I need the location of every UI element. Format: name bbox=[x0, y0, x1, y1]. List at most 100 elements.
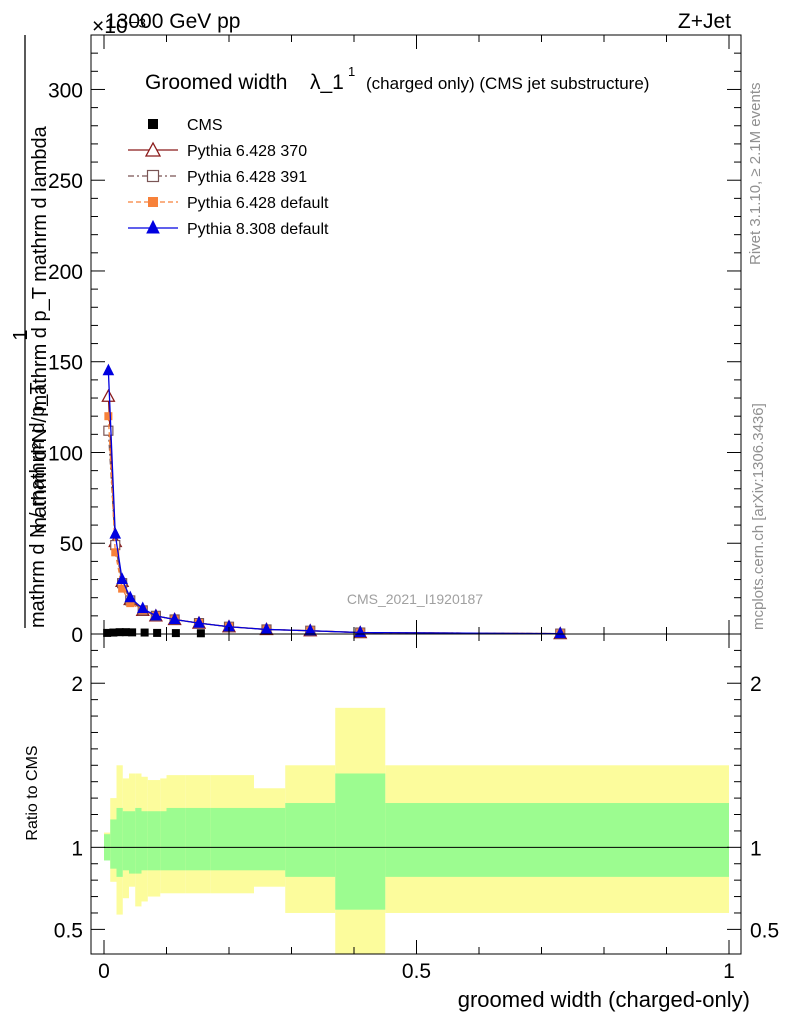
ratio-y-tick-label: 2 bbox=[71, 673, 83, 696]
legend-item: CMS bbox=[148, 117, 223, 134]
series-cms bbox=[103, 628, 205, 638]
data-point bbox=[109, 527, 122, 539]
y-tick-label: 250 bbox=[48, 170, 83, 193]
ratio-inner-band bbox=[147, 811, 161, 871]
legend-label: Pythia 6.428 default bbox=[187, 195, 329, 212]
plot-subtitle: (charged only) (CMS jet substructure) bbox=[366, 74, 649, 93]
cms-data-point bbox=[115, 628, 124, 637]
ratio-y-tick-label-right: 0.5 bbox=[750, 919, 779, 942]
ratio-y-axis-label: Ratio to CMS bbox=[24, 745, 41, 840]
cms-data-point bbox=[109, 628, 118, 637]
legend-item: Pythia 6.428 370 bbox=[128, 141, 307, 160]
legend-item: Pythia 6.428 default bbox=[128, 195, 329, 212]
series-filled-triangle bbox=[102, 363, 567, 639]
x-tick-label: 1 bbox=[723, 960, 735, 983]
y-tick-label: 0 bbox=[71, 624, 83, 647]
x-tick-label: 0.5 bbox=[402, 960, 431, 983]
ratio-inner-band bbox=[135, 807, 142, 874]
y-tick-label: 50 bbox=[60, 533, 83, 556]
y-tick-label: 150 bbox=[48, 352, 83, 375]
legend: CMS Pythia 6.428 370 Pythia 6.428 391 Pythi… bbox=[128, 117, 329, 238]
data-point bbox=[102, 363, 115, 376]
legend-marker bbox=[146, 219, 160, 234]
x-axis-label: groomed width (charged-only) bbox=[458, 987, 750, 1012]
ratio-y-tick-label: 1 bbox=[71, 837, 83, 860]
data-point bbox=[168, 612, 181, 624]
y-tick-label: 200 bbox=[48, 261, 83, 284]
data-point bbox=[304, 623, 317, 636]
ratio-inner-band bbox=[254, 807, 286, 871]
series-line bbox=[107, 370, 561, 635]
series-line bbox=[107, 430, 561, 635]
ratio-y-tick-label: 0.5 bbox=[54, 919, 83, 942]
y-tick-label: 100 bbox=[48, 442, 83, 465]
mcplots-label: mcplots.cern.ch [arXiv:1306.3436] bbox=[750, 403, 767, 630]
cms-data-point bbox=[196, 629, 205, 638]
y-tick-label: 300 bbox=[48, 79, 83, 102]
ratio-inner-band bbox=[122, 811, 129, 871]
legend-label: Pythia 8.308 default bbox=[187, 221, 329, 238]
data-point bbox=[101, 388, 116, 402]
main-series-group bbox=[101, 363, 568, 640]
data-point bbox=[124, 590, 137, 603]
plot-title-superscript: 1 bbox=[348, 64, 355, 79]
data-point bbox=[104, 412, 113, 421]
main-axis-ticks: 0 50 100 150 200 250 300 bbox=[48, 35, 741, 647]
ratio-inner-band bbox=[116, 807, 123, 877]
y-axis-label-fraction-one: 1 bbox=[10, 329, 32, 340]
data-point bbox=[554, 626, 567, 639]
cms-data-point bbox=[103, 628, 112, 637]
legend-marker bbox=[146, 169, 160, 183]
data-point bbox=[118, 584, 127, 593]
exponent-label: ×10⁻³ bbox=[92, 15, 146, 38]
data-point bbox=[126, 599, 135, 608]
ratio-inner-band bbox=[210, 807, 254, 871]
cms-data-point bbox=[171, 629, 180, 638]
ratio-inner-band bbox=[285, 803, 336, 877]
legend-label: Pythia 6.428 370 bbox=[187, 143, 307, 160]
legend-item: Pythia 6.428 391 bbox=[128, 169, 307, 186]
process-label: Z+Jet bbox=[678, 10, 731, 33]
data-point bbox=[193, 615, 205, 628]
energy-label: 13000 GeV pp bbox=[105, 10, 240, 33]
series-line bbox=[107, 396, 561, 635]
analysis-watermark: CMS_2021_I1920187 bbox=[347, 591, 483, 607]
ratio-inner-band bbox=[110, 819, 117, 869]
data-point bbox=[116, 572, 128, 585]
rivet-version-label: Rivet 3.1.10, ≥ 2.1M events bbox=[747, 83, 764, 266]
ratio-inner-band bbox=[335, 773, 386, 910]
data-point bbox=[150, 608, 162, 621]
ratio-inner-band bbox=[385, 803, 729, 877]
cms-data-point bbox=[121, 628, 130, 637]
plot-title-symbol: λ_1 bbox=[310, 71, 344, 94]
legend-item: Pythia 8.308 default bbox=[128, 219, 329, 238]
series-filled-square bbox=[104, 412, 565, 638]
data-point bbox=[260, 622, 273, 634]
series-line bbox=[107, 416, 561, 635]
y-axis-label-numerator: 1 bbox=[10, 329, 32, 340]
ratio-inner-band bbox=[160, 811, 167, 871]
y-axis-label-denominator: mathrm d N / mathrm d p_T bbox=[27, 382, 49, 628]
ratio-bands bbox=[104, 707, 729, 954]
ratio-y-tick-label-right: 1 bbox=[750, 837, 762, 860]
series-open-triangle bbox=[101, 388, 568, 640]
data-point bbox=[136, 601, 149, 614]
ratio-inner-band bbox=[166, 807, 186, 871]
ratio-inner-band bbox=[185, 807, 211, 871]
legend-marker bbox=[148, 197, 158, 207]
ratio-inner-band bbox=[141, 811, 148, 871]
series-open-square bbox=[103, 425, 566, 639]
cms-data-point bbox=[140, 628, 149, 637]
legend-label: Pythia 6.428 391 bbox=[187, 169, 307, 186]
plot-title: Groomed width bbox=[145, 71, 287, 94]
ratio-axis-ticks: 0.5 0.5 1 1 2 2 0 0.5 1 bbox=[54, 634, 779, 983]
y-axis-label-main: mathrm d²N / mathrm d p_T mathrm d lambd… bbox=[29, 125, 51, 533]
cms-data-point bbox=[153, 628, 162, 637]
cms-data-point bbox=[128, 628, 137, 637]
ratio-y-tick-label-right: 2 bbox=[750, 673, 762, 696]
legend-label: CMS bbox=[187, 117, 223, 134]
ratio-inner-band bbox=[129, 811, 136, 874]
x-tick-label: 0 bbox=[98, 960, 110, 983]
legend-marker bbox=[144, 141, 162, 157]
